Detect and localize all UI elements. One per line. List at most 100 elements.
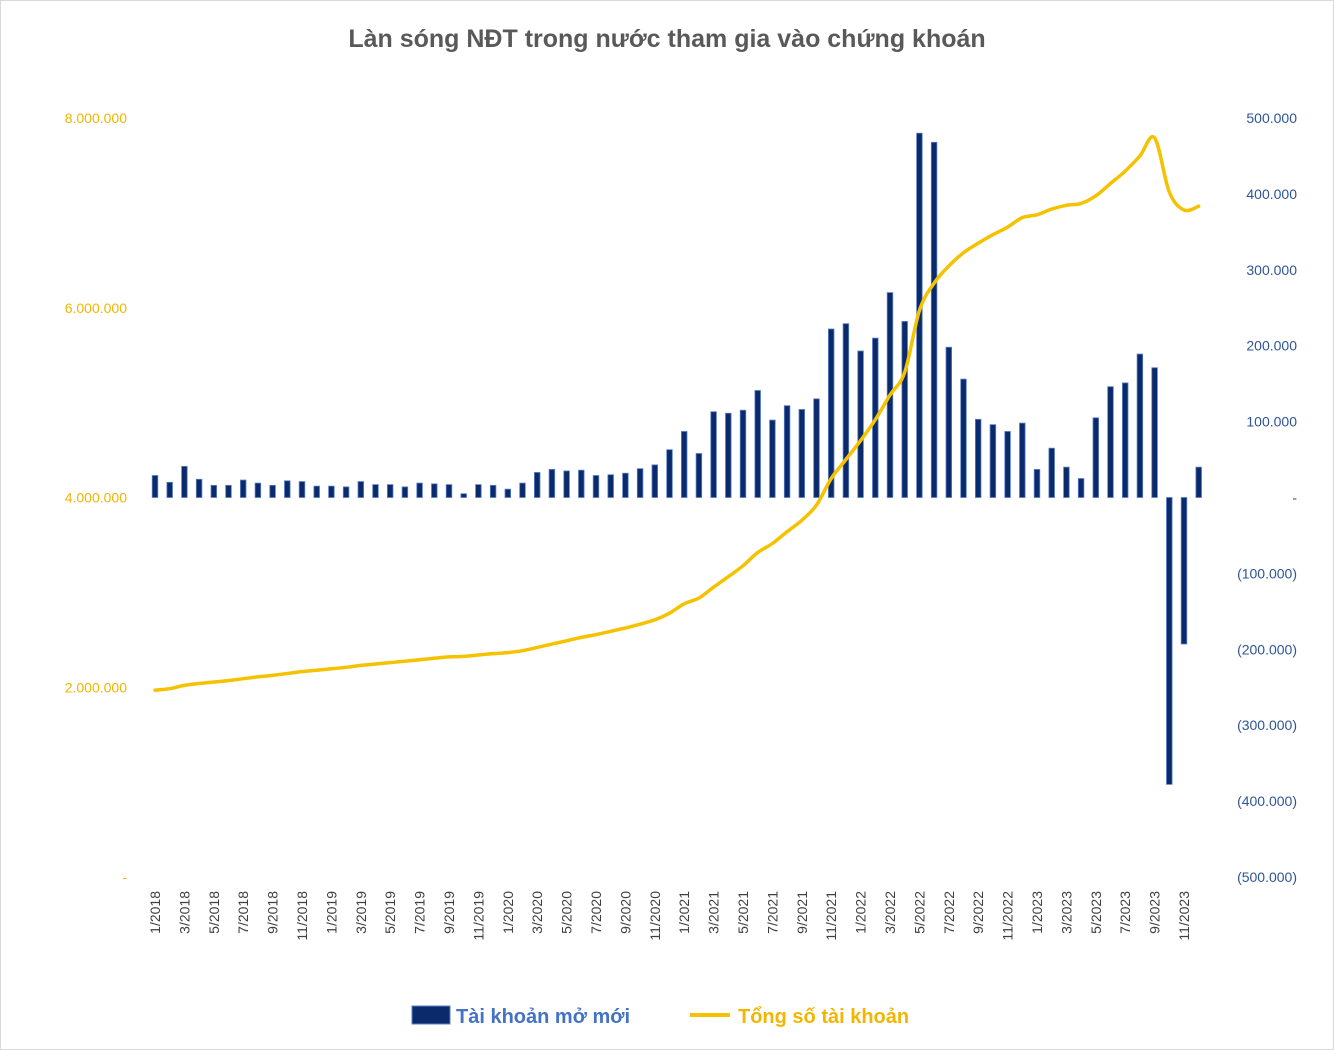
right-axis-tick-label: 300.000	[1246, 262, 1297, 278]
x-tick-label: 9/2022	[970, 891, 986, 934]
right-axis-tick-label: 400.000	[1246, 186, 1297, 202]
bar-5/2020	[563, 470, 570, 498]
bar-8/2021	[783, 405, 791, 498]
left-axis-tick-label: 8.000.000	[65, 110, 127, 126]
x-tick-label: 7/2019	[412, 891, 428, 934]
bar-8/2022	[960, 378, 967, 498]
bar-8/2019	[431, 483, 438, 498]
bar-11/2022	[1004, 431, 1011, 498]
bar-7/2023	[1122, 382, 1129, 498]
bar-12/2022	[1019, 422, 1026, 498]
x-tick-label: 9/2018	[265, 891, 281, 934]
bar-6/2022	[930, 141, 938, 498]
bar-10/2023	[1166, 497, 1173, 785]
bar-10/2022	[989, 424, 997, 498]
bar-9/2020	[622, 472, 629, 498]
bar-8/2018	[254, 482, 262, 498]
bar-3/2018	[181, 465, 188, 498]
bar-1/2022	[857, 350, 864, 498]
bar-5/2021	[739, 409, 747, 498]
bar-2/2018	[166, 481, 173, 498]
x-tick-label: 5/2023	[1088, 891, 1104, 934]
left-axis-tick-label: -	[122, 869, 127, 885]
x-tick-label: 3/2021	[706, 891, 722, 934]
x-tick-label: 11/2023	[1176, 891, 1192, 941]
bar-10/2020	[636, 468, 644, 498]
bar-4/2018	[195, 478, 203, 498]
bar-9/2018	[269, 484, 276, 498]
legend-bar-swatch	[411, 1005, 451, 1025]
x-tick-label: 5/2019	[382, 891, 398, 934]
bar-11/2023	[1180, 497, 1188, 645]
legend-line-label: Tổng số tài khoản	[738, 1006, 909, 1028]
right-axis-tick-label: 200.000	[1246, 338, 1297, 354]
left-axis-tick-label: 6.000.000	[65, 300, 127, 316]
x-tick-label: 1/2021	[676, 891, 692, 934]
bar-12/2021	[842, 323, 850, 498]
x-tick-label: 7/2021	[764, 891, 780, 934]
bar-12/2023	[1195, 466, 1202, 498]
bar-3/2020	[534, 472, 541, 498]
bar-11/2021	[828, 328, 835, 498]
bar-9/2023	[1151, 367, 1158, 498]
bar-12/2020	[666, 449, 673, 498]
bar-2/2023	[1048, 447, 1055, 498]
right-axis-tick-label: (200.000)	[1237, 641, 1297, 657]
right-axis-tick-label: (100.000)	[1237, 565, 1297, 581]
chart-title: Làn sóng NĐT trong nước tham gia vào chứ…	[348, 25, 985, 53]
x-tick-label: 3/2018	[176, 891, 192, 934]
bar-1/2021	[681, 431, 688, 498]
bar-11/2018	[298, 481, 306, 498]
bar-6/2020	[578, 469, 585, 498]
bar-10/2019	[460, 493, 467, 498]
bar-6/2019	[401, 486, 409, 498]
bar-3/2023	[1063, 466, 1070, 498]
x-tick-label: 1/2020	[500, 891, 516, 934]
right-axis-tick-label: (500.000)	[1237, 869, 1297, 885]
x-tick-label: 3/2023	[1058, 891, 1074, 934]
x-tick-label: 5/2020	[559, 891, 575, 934]
bar-7/2018	[239, 479, 247, 498]
bar-8/2023	[1136, 353, 1144, 498]
x-tick-label: 11/2021	[823, 891, 839, 941]
x-axis: 1/2018 3/2018 5/2018 7/2018 9/2018 11/2018 1/2…	[147, 891, 1192, 941]
bar-4/2019	[372, 484, 379, 498]
bar-7/2019	[416, 482, 423, 498]
bar-12/2018	[313, 485, 320, 498]
x-tick-label: 3/2022	[882, 891, 898, 934]
x-tick-label: 11/2020	[647, 891, 663, 941]
left-axis-tick-label: 4.000.000	[65, 490, 127, 506]
x-tick-label: 9/2021	[794, 891, 810, 934]
bar-1/2019	[328, 485, 335, 498]
right-axis-tick-label: 100.000	[1246, 414, 1297, 430]
x-tick-label: 7/2023	[1117, 891, 1133, 934]
right-axis-tick-label: (400.000)	[1237, 793, 1297, 809]
x-tick-label: 5/2022	[911, 891, 927, 934]
bar-2/2021	[695, 453, 703, 498]
legend: Tài khoản mở mới Tổng số tài khoản	[411, 1005, 909, 1028]
x-tick-label: 3/2020	[529, 891, 545, 934]
total-accounts-line	[153, 134, 1201, 692]
bar-5/2018	[210, 484, 217, 498]
bar-9/2019	[445, 484, 453, 498]
bar-7/2022	[945, 346, 952, 498]
bar-2/2020	[519, 482, 526, 498]
bar-1/2020	[504, 488, 511, 498]
x-tick-label: 3/2019	[353, 891, 369, 934]
bar-3/2019	[357, 481, 364, 498]
x-tick-label: 1/2018	[147, 891, 163, 934]
bar-4/2023	[1077, 478, 1085, 498]
right-axis-tick-label: 500.000	[1246, 110, 1297, 126]
x-tick-label: 5/2021	[735, 891, 751, 934]
x-tick-label: 1/2022	[853, 891, 869, 934]
left-axis-tick-label: 2.000.000	[65, 679, 127, 695]
bar-4/2020	[548, 469, 556, 498]
x-tick-label: 5/2018	[206, 891, 222, 934]
right-axis-tick-label: -	[1292, 490, 1297, 506]
x-tick-label: 7/2022	[941, 891, 957, 934]
bar-11/2020	[651, 464, 658, 498]
bar-10/2021	[813, 398, 820, 498]
x-tick-label: 1/2023	[1029, 891, 1045, 934]
